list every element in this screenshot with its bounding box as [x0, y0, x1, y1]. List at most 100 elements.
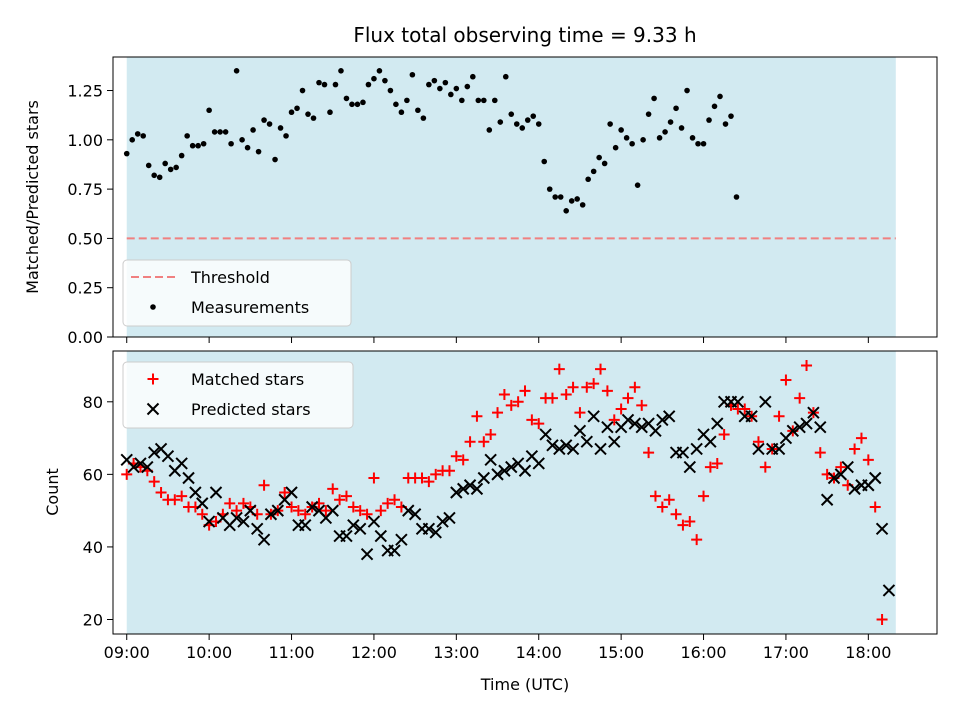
- predicted-star-marker: [683, 460, 697, 474]
- measurement-point: [167, 166, 174, 173]
- measurement-point: [508, 111, 515, 117]
- bottom-panel: 09:00 10:00 11:00 12:00 13:00 14:00 15:00 16:00…: [83, 350, 938, 662]
- measurement-point: [618, 127, 624, 133]
- matched-star-marker: [176, 490, 188, 502]
- matched-star-marker: [231, 505, 243, 517]
- measurement-point: [563, 208, 569, 214]
- measurement-point: [481, 97, 487, 104]
- predicted-star-marker: [402, 504, 415, 517]
- matched-star-marker: [677, 519, 689, 531]
- predicted-star-marker: [395, 533, 408, 546]
- matched-star-marker: [691, 534, 703, 546]
- predicted-star-marker: [271, 504, 285, 517]
- predicted-star-marker: [875, 522, 889, 535]
- measurement-point: [706, 117, 712, 123]
- measurement-point: [189, 142, 196, 149]
- matched-star-marker: [389, 494, 401, 506]
- measurement-point: [640, 137, 646, 143]
- matched-star-marker: [471, 410, 483, 422]
- predicted-star-marker: [388, 544, 401, 557]
- matched-star-marker: [320, 505, 332, 517]
- predicted-star-marker: [141, 460, 154, 474]
- measurement-point: [568, 198, 575, 204]
- predicted-star-marker: [491, 468, 504, 481]
- matched-star-marker: [759, 461, 771, 473]
- measurement-point: [717, 93, 723, 100]
- predicted-star-marker: [786, 424, 800, 438]
- measurement-point: [695, 140, 701, 147]
- measurement-point: [612, 144, 619, 151]
- top-y-tick-label: 0.50: [67, 229, 103, 248]
- measurement-point: [184, 133, 190, 139]
- predicted-star-marker: [793, 420, 806, 434]
- measurement-point: [607, 121, 613, 127]
- predicted-star-marker: [175, 457, 188, 470]
- measurement-point: [283, 133, 289, 139]
- predicted-star-marker: [196, 497, 209, 510]
- legend-matched-swatch: [147, 373, 159, 385]
- predicted-star-marker: [800, 417, 813, 430]
- measurement-point: [530, 113, 537, 119]
- top-y-tick-label: 0.75: [67, 180, 103, 199]
- measurement-point: [464, 83, 471, 90]
- legend-threshold-label: Threshold: [190, 268, 270, 287]
- matched-star-marker: [375, 505, 387, 517]
- matched-star-marker: [169, 494, 181, 506]
- predicted-star-marker: [649, 424, 662, 438]
- predicted-star-marker: [360, 547, 374, 561]
- matched-star-marker: [299, 508, 311, 520]
- predicted-star-marker: [628, 417, 642, 430]
- matched-star-marker: [794, 392, 806, 404]
- predicted-star-marker: [484, 453, 497, 467]
- top-y-tick-label: 0.00: [67, 328, 103, 347]
- measurement-point: [255, 148, 262, 155]
- predicted-star-marker: [566, 442, 580, 456]
- predicted-star-marker: [518, 464, 532, 477]
- predicted-star-marker: [656, 413, 669, 427]
- predicted-star-marker: [690, 442, 703, 456]
- measurement-point: [376, 68, 383, 74]
- predicted-star-marker: [704, 435, 717, 448]
- matched-star-marker: [663, 494, 675, 506]
- matched-star-marker: [814, 447, 826, 459]
- predicted-star-marker: [147, 446, 161, 459]
- measurement-point: [601, 160, 608, 167]
- measurement-point: [145, 162, 152, 169]
- matched-star-marker: [327, 483, 339, 495]
- matched-star-marker: [485, 428, 497, 440]
- x-tick-label: 16:00: [680, 643, 726, 662]
- measurement-point: [217, 129, 223, 135]
- measurement-point: [645, 111, 652, 117]
- predicted-star-marker: [608, 435, 621, 448]
- measurement-point: [151, 172, 157, 179]
- matched-star-marker: [876, 613, 888, 625]
- measurement-point: [574, 196, 580, 202]
- matched-star-marker: [574, 407, 586, 419]
- x-tick-label: 11:00: [268, 643, 314, 662]
- measurement-point: [684, 87, 690, 94]
- bottom-legend-box: [122, 361, 354, 429]
- measurement-point: [491, 97, 498, 104]
- top-legend-box: [122, 259, 352, 327]
- x-tick-label: 13:00: [433, 643, 479, 662]
- measurement-point: [596, 154, 602, 161]
- measurement-point: [393, 101, 399, 108]
- predicted-star-marker: [711, 417, 724, 430]
- measurement-point: [316, 79, 322, 86]
- matched-star-marker: [361, 508, 373, 520]
- predicted-star-marker: [848, 482, 861, 496]
- predicted-star-marker: [539, 428, 552, 441]
- predicted-star-marker: [443, 511, 456, 525]
- measurement-point: [651, 95, 657, 102]
- measurement-point: [623, 135, 630, 141]
- matched-star-marker: [430, 468, 442, 480]
- measurement-point: [524, 117, 531, 123]
- predicted-star-marker: [374, 529, 388, 543]
- x-tick-label: 15:00: [598, 643, 644, 662]
- measurement-point: [156, 174, 163, 181]
- top-y-tick-label: 1.25: [67, 82, 103, 101]
- matched-star-marker: [526, 414, 538, 426]
- measurement-point: [579, 202, 586, 208]
- matched-star-marker: [347, 501, 359, 513]
